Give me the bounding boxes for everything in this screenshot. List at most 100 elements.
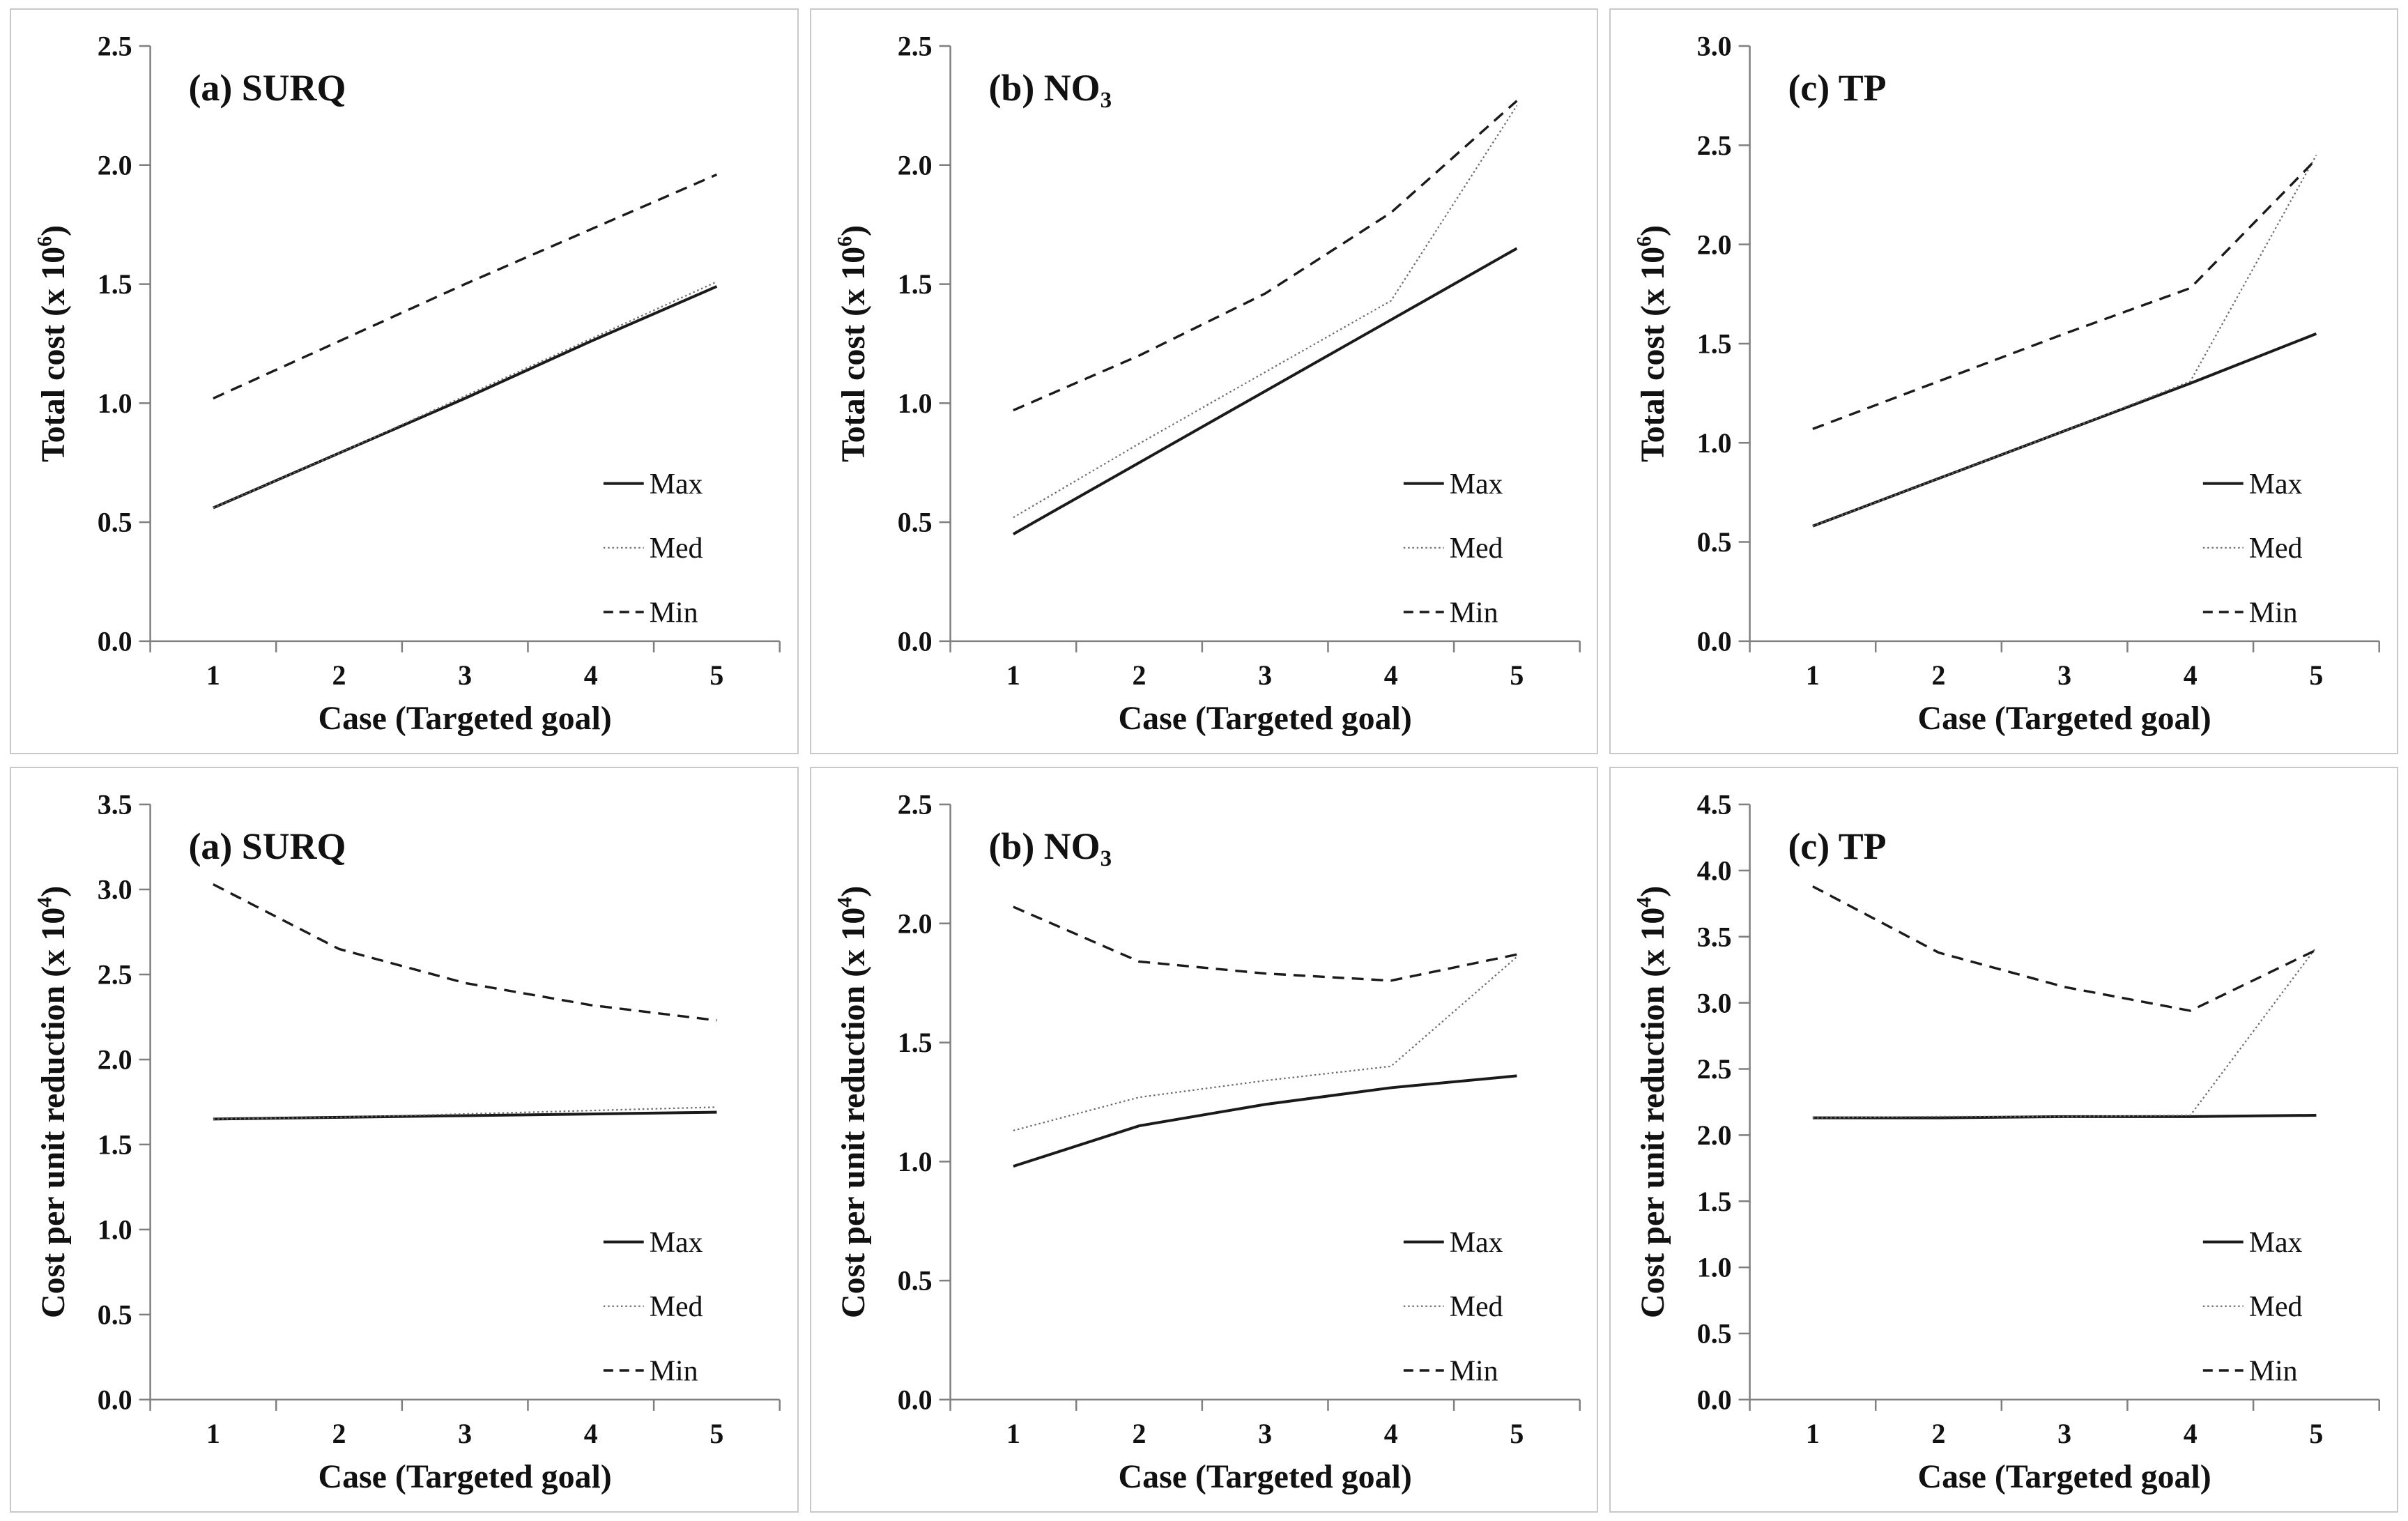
legend-label: Max xyxy=(1449,1227,1503,1259)
x-tick-label: 5 xyxy=(2310,659,2324,691)
x-tick-label: 1 xyxy=(1006,1418,1020,1449)
x-tick-label: 3 xyxy=(2057,1418,2071,1449)
x-tick-label: 1 xyxy=(1806,659,1820,691)
legend-entry-min: Min xyxy=(1403,597,1498,629)
y-tick-label: 2.5 xyxy=(897,789,932,820)
y-tick-label: 1.0 xyxy=(98,388,132,419)
legend-entry-med: Med xyxy=(603,533,703,565)
panel-title: (c) TP xyxy=(1788,825,1887,867)
y-tick-label: 0.5 xyxy=(98,507,132,538)
series-line-min xyxy=(213,883,717,1022)
y-tick-label: 1.0 xyxy=(897,388,932,419)
legend-entry-min: Min xyxy=(1403,1355,1498,1387)
y-tick-label: 0.0 xyxy=(1697,1384,1732,1415)
y-axis-title: Cost per unit reduction (x 104) xyxy=(1633,886,1671,1318)
y-axis-title: Total cost (x 106) xyxy=(833,225,871,462)
series-line-min xyxy=(213,173,718,400)
x-tick-label: 5 xyxy=(2310,1418,2324,1449)
series-line-min xyxy=(1012,100,1518,412)
x-tick-label: 3 xyxy=(1258,1418,1272,1449)
x-axis-title: Case (Targeted goal) xyxy=(1918,700,2211,737)
legend-label: Med xyxy=(2249,1291,2303,1323)
panel-title: (b) NO3 xyxy=(988,67,1112,113)
legend-entry-med: Med xyxy=(603,1291,703,1323)
legend-entry-min: Min xyxy=(2203,1355,2298,1387)
legend-label: Max xyxy=(2249,468,2303,500)
x-tick-label: 1 xyxy=(206,659,220,691)
y-tick-label: 3.0 xyxy=(98,874,132,905)
y-tick-label: 1.0 xyxy=(1697,1252,1732,1283)
series-line-med xyxy=(1813,947,2317,1119)
legend-entry-min: Min xyxy=(2203,597,2298,629)
legend-entry-max: Max xyxy=(603,1227,703,1259)
legend-label: Med xyxy=(1449,1291,1503,1323)
series-line-max xyxy=(1812,332,2317,528)
chart-panel-total-cost-no3: 0.0 0.5 1.0 1.5 2.0 2.5 1 2 3 4 5 Case (Targeted go… xyxy=(809,8,1599,754)
x-tick-label: 3 xyxy=(458,659,472,691)
x-axis-title: Case (Targeted goal) xyxy=(319,1458,612,1495)
y-tick-label: 0.0 xyxy=(897,625,932,657)
x-tick-label: 5 xyxy=(710,1418,723,1449)
y-tick-label: 0.5 xyxy=(897,507,932,538)
y-tick-label: 2.0 xyxy=(98,149,132,181)
y-axis-title: Cost per unit reduction (x 104) xyxy=(33,886,72,1318)
legend-entry-max: Max xyxy=(1403,1227,1503,1259)
x-tick-label: 4 xyxy=(584,1418,598,1449)
chart-svg-cost-per-unit-reduction-no3: 0.0 0.5 1.0 1.5 2.0 2.5 1 2 3 4 5 Case (Targeted go… xyxy=(833,789,1581,1495)
y-tick-label: 3.0 xyxy=(1697,987,1732,1018)
legend-label: Med xyxy=(2249,533,2303,565)
legend-label: Med xyxy=(650,533,703,565)
series-line-min xyxy=(1812,885,2317,1012)
legend-label: Min xyxy=(1449,597,1498,629)
y-tick-label: 0.5 xyxy=(897,1265,932,1297)
x-tick-label: 4 xyxy=(1383,659,1397,691)
legend-label: Med xyxy=(650,1291,703,1323)
y-tick-label: 0.5 xyxy=(98,1299,132,1330)
y-tick-label: 0.5 xyxy=(1697,526,1732,558)
x-tick-label: 3 xyxy=(2057,659,2071,691)
y-tick-label: 1.5 xyxy=(897,1027,932,1058)
x-tick-label: 2 xyxy=(1132,659,1146,691)
y-tick-label: 4.0 xyxy=(1697,855,1732,886)
x-tick-label: 4 xyxy=(584,659,598,691)
legend-label: Max xyxy=(1449,468,1503,500)
series-line-med xyxy=(1013,105,1517,519)
legend-label: Max xyxy=(650,1227,703,1259)
y-axis-title: Total cost (x 106) xyxy=(1633,225,1671,462)
y-tick-label: 2.5 xyxy=(897,31,932,62)
legend-label: Min xyxy=(2249,597,2298,629)
y-tick-label: 0.0 xyxy=(98,1384,132,1415)
chart-panel-total-cost-surq: 0.0 0.5 1.0 1.5 2.0 2.5 1 2 3 4 5 Case (Targeted go… xyxy=(10,8,799,754)
legend-label: Min xyxy=(1449,1355,1498,1387)
series-line-min xyxy=(1812,158,2317,430)
x-tick-label: 4 xyxy=(2184,1418,2198,1449)
chart-svg-cost-per-unit-reduction-tp: 0.0 0.5 1.0 1.5 2.0 2.5 3.0 3.5 4.0 4.5 1 2 3 4 5 Case … xyxy=(1633,789,2381,1495)
series-line-max xyxy=(1012,247,1518,535)
series-line-med xyxy=(1812,155,2317,527)
y-tick-label: 2.0 xyxy=(98,1044,132,1076)
legend-label: Max xyxy=(650,468,703,500)
y-tick-label: 4.5 xyxy=(1697,789,1732,820)
y-tick-label: 1.0 xyxy=(897,1146,932,1177)
series-line-min xyxy=(1012,905,1517,982)
legend-label: Med xyxy=(1449,533,1503,565)
y-tick-label: 2.5 xyxy=(98,31,132,62)
chart-panel-cost-per-unit-reduction-no3: 0.0 0.5 1.0 1.5 2.0 2.5 1 2 3 4 5 Case (Targeted go… xyxy=(809,767,1599,1513)
x-tick-label: 1 xyxy=(206,1418,220,1449)
series-line-med xyxy=(1013,956,1517,1131)
y-tick-label: 2.0 xyxy=(897,149,932,181)
x-tick-label: 1 xyxy=(1006,659,1020,691)
panel-title: (a) SURQ xyxy=(188,67,346,109)
y-tick-label: 1.5 xyxy=(1697,328,1732,360)
y-tick-label: 3.5 xyxy=(1697,921,1732,952)
legend-entry-max: Max xyxy=(603,468,703,500)
y-tick-label: 2.0 xyxy=(897,908,932,939)
legend-label: Max xyxy=(2249,1227,2303,1259)
panel-title: (b) NO3 xyxy=(988,825,1112,871)
legend-label: Min xyxy=(650,597,698,629)
y-tick-label: 3.5 xyxy=(98,789,132,820)
y-tick-label: 0.0 xyxy=(1697,625,1732,657)
legend-entry-med: Med xyxy=(2203,1291,2303,1323)
legend-label: Min xyxy=(650,1355,698,1387)
